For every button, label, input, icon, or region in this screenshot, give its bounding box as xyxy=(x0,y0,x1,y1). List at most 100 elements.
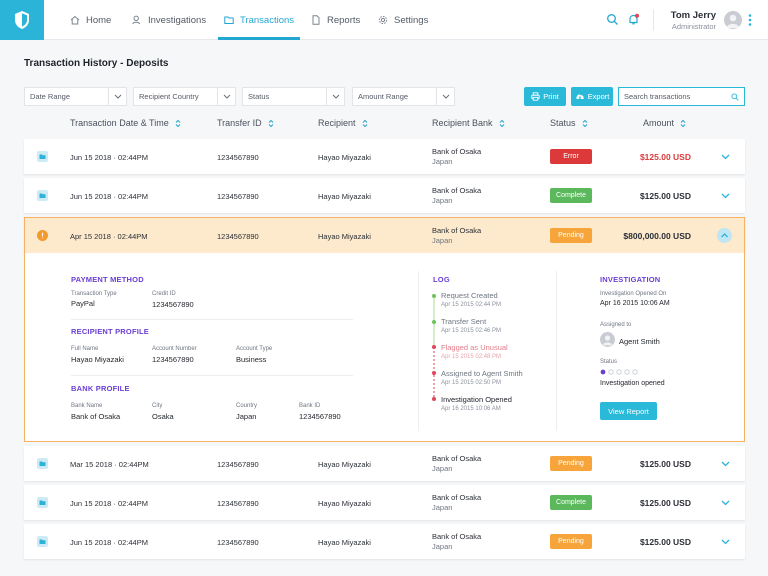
nav-home[interactable]: Home xyxy=(70,0,111,40)
search-icon xyxy=(731,93,739,101)
full-name-label: Full Name xyxy=(71,346,99,352)
sort-icon xyxy=(680,119,686,127)
export-button[interactable]: Export xyxy=(571,87,613,106)
header-date[interactable]: Transaction Date & Time xyxy=(70,118,181,128)
row-bank: Bank of Osaka Japan xyxy=(432,186,481,206)
log-item-current: Investigation Opened Apr 16 2015 10:06 AM xyxy=(441,395,512,412)
header-amount-label: Amount xyxy=(643,118,675,128)
folder-icon xyxy=(224,16,234,24)
assigned-to-value: Agent Smith xyxy=(619,337,660,346)
table-row[interactable]: Jun 15 2018 · 02:44PM 1234567890 Hayao M… xyxy=(24,139,745,174)
log-item-date: Apr 15 2015 02:50 PM xyxy=(441,380,502,386)
row-transfer-id: 1234567890 xyxy=(217,232,259,241)
row-amount: $125.00 USD xyxy=(639,152,691,162)
row-bank: Bank of Osaka Japan xyxy=(432,147,481,167)
header-status[interactable]: Status xyxy=(550,118,588,128)
nav-transactions[interactable]: Transactions xyxy=(217,0,301,40)
header-bank-label: Recipient Bank xyxy=(432,118,493,128)
log-item: Transfer Sent Apr 15 2015 02:46 PM xyxy=(441,317,501,334)
home-icon xyxy=(70,15,80,25)
agent-avatar xyxy=(600,332,615,347)
chevron-down-icon xyxy=(217,88,235,105)
row-date: Jun 15 2018 · 02:44PM xyxy=(70,153,148,162)
row-bank: Bank of Osaka Japan xyxy=(432,226,481,246)
date-range-filter[interactable]: Date Range xyxy=(24,87,127,106)
header-transfer-id[interactable]: Transfer ID xyxy=(217,118,274,128)
log-item-text: Request Created xyxy=(441,291,498,300)
table-row[interactable]: Jun 15 2018 · 02:44PM 1234567890 Hayao M… xyxy=(24,485,745,520)
print-button[interactable]: Print xyxy=(524,87,566,106)
nav-reports[interactable]: Reports xyxy=(311,0,360,40)
nav-investigations[interactable]: Investigations xyxy=(132,0,206,40)
bell-icon[interactable] xyxy=(627,13,640,26)
row-bank-name: Bank of Osaka xyxy=(432,493,482,502)
status-value: Investigation opened xyxy=(600,380,665,387)
bank-id-label: Bank ID xyxy=(299,403,321,409)
row-date: Jun 15 2018 · 02:44PM xyxy=(70,192,148,201)
log-item-date: Apr 15 2015 02:44 PM xyxy=(441,302,502,308)
recipient-country-filter[interactable]: Recipient Country xyxy=(133,87,236,106)
search-input[interactable]: Search transactions xyxy=(618,87,745,106)
row-recipient: Hayao Miyazaki xyxy=(318,153,371,162)
print-label: Print xyxy=(543,92,559,101)
folder-icon xyxy=(37,536,48,547)
cloud-download-icon xyxy=(575,94,584,100)
chevron-down-icon[interactable] xyxy=(720,536,731,547)
chevron-down-icon[interactable] xyxy=(720,190,731,201)
log-item-text: Flagged as Unusual xyxy=(441,343,508,352)
log-item-text: Assigned to Agent Smith xyxy=(441,369,523,378)
header-recipient[interactable]: Recipient xyxy=(318,118,368,128)
row-transfer-id: 1234567890 xyxy=(217,538,259,547)
more-menu-icon[interactable] xyxy=(748,13,752,27)
user-name: Tom Jerry xyxy=(670,10,716,21)
country-label: Country xyxy=(236,403,258,409)
shield-logo-icon[interactable] xyxy=(0,0,44,40)
header-amount[interactable]: Amount xyxy=(643,118,686,128)
status-filter[interactable]: Status xyxy=(242,87,345,106)
row-bank-country: Japan xyxy=(432,503,453,512)
sort-icon xyxy=(582,119,587,127)
nav-settings[interactable]: Settings xyxy=(378,0,428,40)
top-navigation-bar: Home Investigations Transactions Reports… xyxy=(0,0,768,40)
assigned-to-label: Assigned to xyxy=(600,322,632,328)
view-report-button[interactable]: View Report xyxy=(600,402,657,420)
row-recipient: Hayao Miyazaki xyxy=(318,232,371,241)
row-amount: $125.00 USD xyxy=(639,191,691,201)
chevron-down-icon xyxy=(436,88,454,105)
amount-range-filter[interactable]: Amount Range xyxy=(352,87,455,106)
folder-icon xyxy=(37,190,48,201)
chevron-down-icon[interactable] xyxy=(720,458,731,469)
table-row[interactable]: Mar 15 2018 · 02:44PM 1234567890 Hayao M… xyxy=(24,446,745,481)
nav-transactions-label: Transactions xyxy=(240,14,295,26)
folder-icon xyxy=(37,497,48,508)
search-icon[interactable] xyxy=(606,13,619,26)
table-row-expanded[interactable]: Apr 15 2018 · 02:44PM 1234567890 Hayao M… xyxy=(24,217,745,254)
row-amount: $125.00 USD xyxy=(639,537,691,547)
row-bank-country: Japan xyxy=(432,157,453,166)
investigation-opened-label: Investigation Opened On xyxy=(600,291,667,297)
chevron-down-icon[interactable] xyxy=(720,497,731,508)
row-bank-name: Bank of Osaka xyxy=(432,186,482,195)
row-transfer-id: 1234567890 xyxy=(217,153,259,162)
chevron-down-icon xyxy=(108,88,126,105)
search-placeholder: Search transactions xyxy=(624,92,691,101)
row-transfer-id: 1234567890 xyxy=(217,192,259,201)
log-item-text: Investigation Opened xyxy=(441,395,512,404)
table-row[interactable]: Jun 15 2018 · 02:44PM 1234567890 Hayao M… xyxy=(24,524,745,559)
nav-investigations-label: Investigations xyxy=(148,14,207,26)
collapse-button[interactable] xyxy=(717,228,732,243)
row-recipient: Hayao Miyazaki xyxy=(318,538,371,547)
sort-icon xyxy=(175,119,181,127)
section-divider xyxy=(71,375,353,376)
transaction-details-panel: PAYMENT METHOD Transaction Type PayPal C… xyxy=(24,253,745,442)
column-divider xyxy=(418,271,419,431)
log-item-date: Apr 15 2015 02:48 PM xyxy=(441,354,502,360)
header-bank[interactable]: Recipient Bank xyxy=(432,118,505,128)
chevron-down-icon[interactable] xyxy=(720,151,731,162)
status-progress-dots xyxy=(600,369,638,375)
chevron-down-icon xyxy=(326,88,344,105)
table-row[interactable]: Jun 15 2018 · 02:44PM 1234567890 Hayao M… xyxy=(24,178,745,213)
status-badge: Error xyxy=(550,149,592,164)
row-bank-name: Bank of Osaka xyxy=(432,147,482,156)
avatar[interactable] xyxy=(724,11,742,29)
